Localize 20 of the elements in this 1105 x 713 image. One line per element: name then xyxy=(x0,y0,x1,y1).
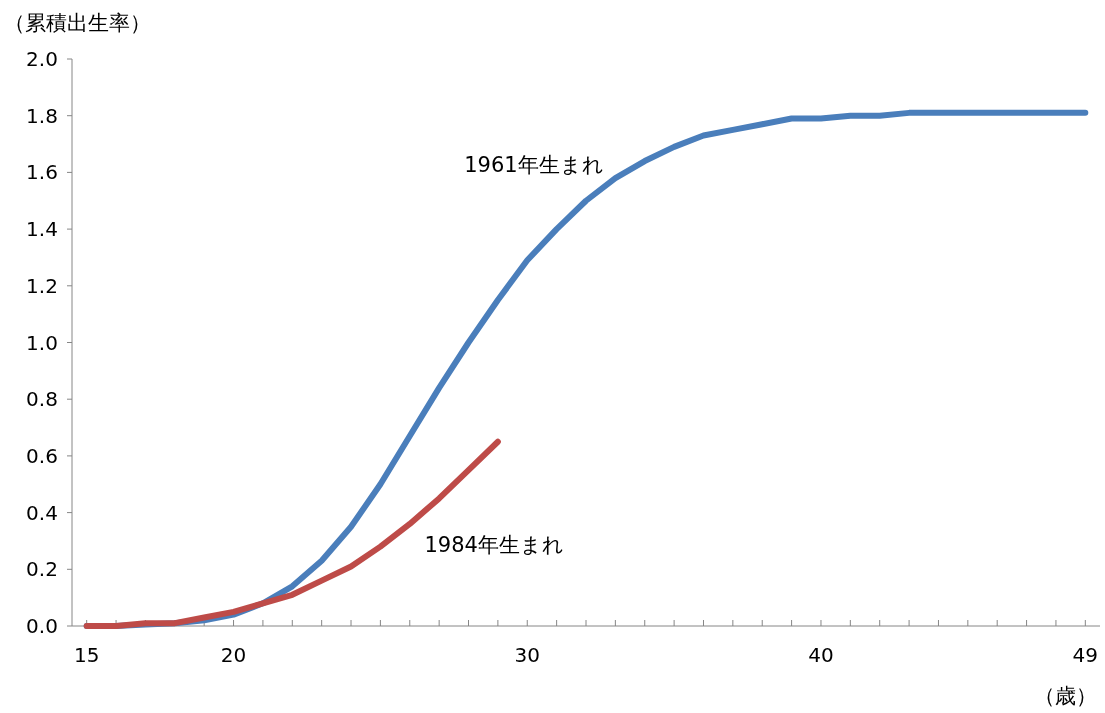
y-tick-label: 0.2 xyxy=(26,557,58,582)
x-tick-label: 15 xyxy=(73,643,100,667)
y-axis-title: （累積出生率） xyxy=(4,11,151,35)
x-axis-title: （歳） xyxy=(1034,684,1097,708)
y-tick-label: 0.4 xyxy=(26,500,58,525)
series-label: 1984年生まれ xyxy=(424,533,564,558)
y-tick-label: 0.6 xyxy=(26,443,58,468)
x-tick-label: 30 xyxy=(514,643,540,667)
y-tick-label: 0.0 xyxy=(26,614,58,638)
y-tick-label: 1.4 xyxy=(26,217,58,242)
x-tick-label: 40 xyxy=(808,643,834,667)
series-label: 1961年生まれ xyxy=(464,153,604,178)
y-tick-label: 0.8 xyxy=(26,387,58,412)
x-tick-label: 20 xyxy=(220,643,247,667)
y-tick-label: 1.6 xyxy=(26,160,58,185)
y-tick-label: 2.0 xyxy=(26,47,58,71)
y-tick-label: 1.8 xyxy=(26,103,58,128)
y-tick-label: 1.2 xyxy=(26,273,58,298)
x-tick-label: 49 xyxy=(1072,643,1099,667)
y-tick-label: 1.0 xyxy=(26,330,58,355)
